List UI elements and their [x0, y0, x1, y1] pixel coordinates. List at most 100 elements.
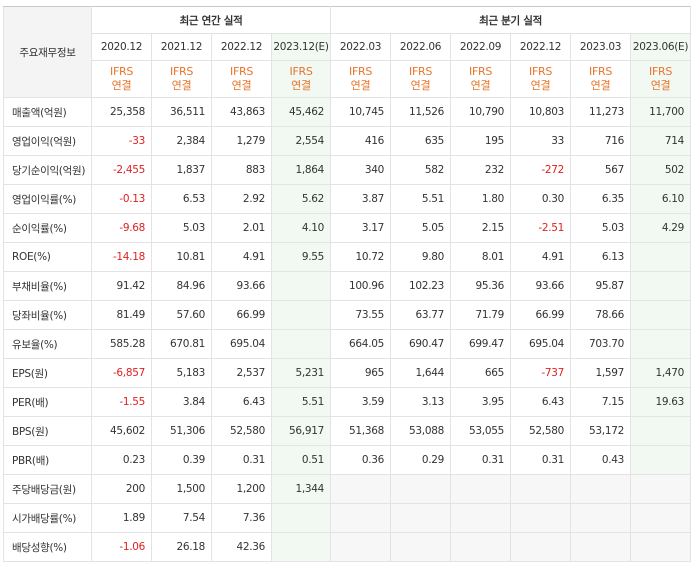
ifrs-line1: IFRS [529, 65, 552, 78]
ifrs-label: IFRS 연결 [390, 60, 451, 98]
value-cell: 95.87 [570, 271, 631, 301]
ifrs-line2: 연결 [530, 79, 551, 92]
corner-label: 주요재무정보 [3, 6, 92, 98]
value-cell: 4.91 [510, 242, 571, 272]
value-cell: 11,700 [629, 97, 692, 127]
row-label: 유보율(%) [3, 329, 92, 359]
value-cell: 81.49 [91, 300, 152, 330]
table-row: 배당성향(%) -1.06 26.18 42.36 [3, 532, 692, 562]
value-cell: 7.54 [151, 503, 212, 533]
value-cell: 10,803 [510, 97, 571, 127]
row-label: 배당성향(%) [3, 532, 92, 562]
ifrs-line1: IFRS [110, 65, 133, 78]
ifrs-label: IFRS 연결 [271, 60, 331, 98]
ifrs-line1: IFRS [349, 65, 372, 78]
value-cell: 1.80 [450, 184, 511, 214]
value-cell: 11,526 [390, 97, 451, 127]
ifrs-line2: 연결 [231, 79, 252, 92]
value-cell: 3.17 [330, 213, 391, 243]
period-header: 2023.03 [570, 33, 631, 61]
value-cell: 6.13 [570, 242, 631, 272]
value-cell: 56,917 [271, 416, 331, 446]
value-cell: 5,231 [271, 358, 331, 388]
value-cell [570, 474, 631, 504]
value-cell: 51,368 [330, 416, 391, 446]
value-cell: -2.51 [510, 213, 571, 243]
value-cell: 5.03 [151, 213, 212, 243]
period-header: 2023.12(E) [271, 33, 331, 61]
value-cell: 5.03 [570, 213, 631, 243]
value-cell: 91.42 [91, 271, 152, 301]
table-row: 유보율(%) 585.28 670.81 695.04 664.05 690.47 699.… [3, 329, 692, 359]
value-cell: 66.99 [211, 300, 272, 330]
value-cell: 1,864 [271, 155, 331, 185]
value-cell [570, 503, 631, 533]
value-cell: 665 [450, 358, 511, 388]
value-cell: 2,554 [271, 126, 331, 156]
ifrs-label: IFRS 연결 [330, 60, 391, 98]
row-label: EPS(원) [3, 358, 92, 388]
ifrs-line2: 연결 [291, 79, 311, 92]
value-cell: 664.05 [330, 329, 391, 359]
value-cell: 7.15 [570, 387, 631, 417]
table-row: 당좌비율(%) 81.49 57.60 66.99 73.55 63.77 71.79 66.… [3, 300, 692, 330]
ifrs-header-row: IFRS 연결 IFRS 연결 IFRS 연결 IFRS 연결 IFRS 연결 IFRS 연결 IFRS… [4, 60, 692, 98]
value-cell: 71.79 [450, 300, 511, 330]
table-body: 매출액(억원) 25,358 36,511 43,863 45,462 10,745 11,… [3, 97, 692, 562]
value-cell [390, 474, 451, 504]
value-cell: 502 [629, 155, 692, 185]
value-cell: 6.43 [510, 387, 571, 417]
value-cell: 0.31 [211, 445, 272, 475]
value-cell [629, 271, 692, 301]
value-cell: 4.29 [629, 213, 692, 243]
value-cell: 102.23 [390, 271, 451, 301]
value-cell: 4.10 [271, 213, 331, 243]
value-cell: 340 [330, 155, 391, 185]
value-cell: 3.87 [330, 184, 391, 214]
value-cell: 19.63 [629, 387, 692, 417]
value-cell: 1,200 [211, 474, 272, 504]
table-row: PER(배) -1.55 3.84 6.43 5.51 3.59 3.13 3.95 6.43 7… [3, 387, 692, 417]
value-cell: 1,644 [390, 358, 451, 388]
value-cell: 3.59 [330, 387, 391, 417]
ifrs-label: IFRS 연결 [91, 60, 152, 98]
value-cell [629, 503, 692, 533]
value-cell: 5,183 [151, 358, 212, 388]
value-cell: 2,537 [211, 358, 272, 388]
annual-group-header: 최근 연간 실적 [91, 6, 331, 34]
period-header: 2021.12 [151, 33, 212, 61]
ifrs-label: IFRS 연결 [570, 60, 631, 98]
value-cell: 1,837 [151, 155, 212, 185]
value-cell: 0.29 [390, 445, 451, 475]
value-cell: -272 [510, 155, 571, 185]
value-cell [629, 416, 692, 446]
value-cell: 36,511 [151, 97, 212, 127]
value-cell [271, 329, 331, 359]
value-cell: 0.31 [450, 445, 511, 475]
period-header-row: 2020.12 2021.12 2022.12 2023.12(E) 2022.03 20… [4, 33, 692, 61]
table-row: EPS(원) -6,857 5,183 2,537 5,231 965 1,644 665 -7… [3, 358, 692, 388]
value-cell [629, 329, 692, 359]
value-cell: 0.36 [330, 445, 391, 475]
value-cell [629, 242, 692, 272]
value-cell [510, 474, 571, 504]
ifrs-line1: IFRS [289, 65, 313, 78]
value-cell: -6,857 [91, 358, 152, 388]
value-cell: 416 [330, 126, 391, 156]
value-cell: 3.95 [450, 387, 511, 417]
value-cell: 2.92 [211, 184, 272, 214]
period-header: 2022.09 [450, 33, 511, 61]
value-cell: -1.06 [91, 532, 152, 562]
value-cell [330, 503, 391, 533]
value-cell: 232 [450, 155, 511, 185]
period-header: 2022.12 [510, 33, 571, 61]
value-cell: 0.23 [91, 445, 152, 475]
row-label: 주당배당금(원) [3, 474, 92, 504]
value-cell: 95.36 [450, 271, 511, 301]
ifrs-label: IFRS 연결 [450, 60, 511, 98]
ifrs-label: IFRS 연결 [629, 60, 692, 98]
value-cell [629, 300, 692, 330]
value-cell: 66.99 [510, 300, 571, 330]
period-header: 2023.06(E) [629, 33, 692, 61]
value-cell: 5.51 [271, 387, 331, 417]
